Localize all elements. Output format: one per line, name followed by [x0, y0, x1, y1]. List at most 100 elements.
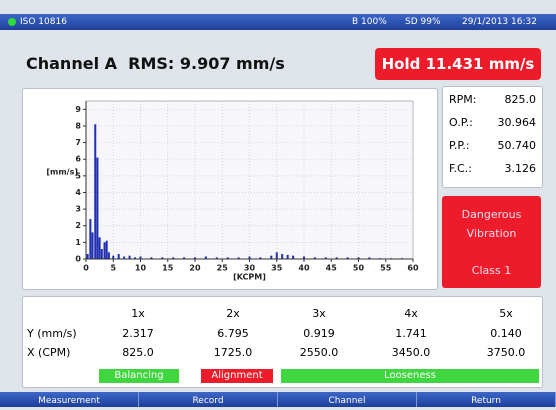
title: Channel A RMS: 9.907 mm/s	[26, 54, 285, 73]
spectrum-bar	[183, 257, 186, 259]
spectrum-bar	[91, 232, 94, 259]
spectrum-bar	[237, 257, 240, 259]
spectrum-bar	[172, 257, 175, 259]
status-bar: ISO 10816 B 100% SD 99% 29/1/2013 16:32	[0, 14, 556, 30]
y-tick-label: 0	[75, 255, 81, 264]
y-tick-label: 8	[75, 121, 81, 130]
x-tick-label: 10	[135, 264, 147, 273]
spectrum-bar	[281, 254, 284, 259]
readings-panel: RPM: 825.0 O.P.: 30.964 P.P.: 50.740 F.C.: 3.12…	[442, 86, 543, 188]
cell: 2.317	[122, 327, 154, 340]
cell: 825.0	[122, 346, 154, 359]
spectrum-bar	[107, 252, 110, 259]
button-bar: Measurement Record Channel Return	[0, 392, 556, 407]
column-header: 5x	[499, 307, 513, 320]
reading-value: 30.964	[497, 116, 537, 129]
spectrum-bar	[150, 257, 153, 259]
cell: 1.741	[395, 327, 427, 340]
cell: 6.795	[217, 327, 249, 340]
spectrum-bar	[270, 255, 273, 259]
button[interactable]: Return	[417, 392, 556, 407]
button[interactable]: Measurement	[0, 392, 139, 407]
cell: 0.919	[303, 327, 335, 340]
y-tick-label: 9	[75, 105, 81, 114]
alarm-text: Vibration	[466, 227, 517, 240]
reading-value: 3.126	[504, 162, 537, 175]
x-tick-label: 15	[162, 264, 174, 273]
cell: 1725.0	[213, 346, 253, 359]
row-label: X (CPM)	[27, 346, 71, 359]
x-tick-label: 45	[326, 264, 338, 273]
reading-value: 825.0	[504, 93, 537, 106]
spectrum-bar	[96, 157, 99, 259]
x-tick-label: 35	[271, 264, 283, 273]
column-header: 1x	[131, 307, 145, 320]
spectrum-bar	[292, 255, 295, 259]
spectrum-bar	[346, 257, 349, 259]
spectrum-bar	[161, 257, 164, 259]
x-tick-label: 50	[353, 264, 365, 273]
alarm-text: Dangerous	[461, 208, 522, 221]
cell: 2550.0	[299, 346, 339, 359]
button[interactable]: Channel	[278, 392, 417, 407]
column-header: 2x	[226, 307, 240, 320]
spectrum-bar	[134, 257, 137, 259]
spectrum-bar	[248, 256, 251, 259]
x-tick-label: 5	[110, 264, 116, 273]
y-tick-label: 2	[75, 221, 81, 230]
spectrum-bar	[100, 249, 103, 259]
datetime: 29/1/2013 16:32	[462, 17, 537, 27]
spectrum-bar	[368, 257, 371, 259]
spectrum-bar	[139, 256, 142, 259]
cell: 3750.0	[486, 346, 526, 359]
y-tick-label: 4	[75, 188, 81, 197]
alarm-box: Dangerous Vibration Class 1	[442, 196, 541, 288]
diagnosis-label: Alignment	[201, 369, 273, 383]
chart-panel: 0 1 2 3 4 5 6 7 8 9 0 5 10 15 20 25 30 35 40 45 50 55 60 [KCPM]…	[22, 88, 438, 290]
x-axis-label: [KCPM]	[233, 273, 266, 282]
spectrum-bar	[94, 124, 97, 259]
battery: B 100%	[352, 17, 387, 27]
spectrum-bar	[89, 219, 92, 259]
spectrum-bar	[98, 237, 101, 259]
y-tick-label: 5	[75, 171, 81, 180]
storage: SD 99%	[405, 17, 441, 27]
y-tick-label: 1	[75, 238, 81, 247]
spectrum-bar	[226, 257, 229, 259]
alarm-class: Class 1	[471, 264, 512, 277]
x-tick-label: 20	[189, 264, 201, 273]
reading-value: 50.740	[497, 139, 537, 152]
reading-label: P.P.:	[449, 139, 470, 152]
x-tick-label: 60	[407, 264, 419, 273]
x-tick-label: 30	[244, 264, 256, 273]
spectrum-bar	[324, 257, 327, 259]
column-header: 4x	[404, 307, 418, 320]
spectrum-bar	[204, 256, 207, 259]
spectrum-bar	[105, 240, 108, 259]
x-tick-label: 55	[380, 264, 392, 273]
row-label: Y (mm/s)	[27, 327, 77, 340]
spectrum-bar	[194, 257, 196, 259]
spectrum-bar	[286, 254, 289, 259]
reading-label: F.C.:	[449, 162, 472, 175]
y-tick-label: 6	[75, 155, 81, 164]
spectrum-bar	[357, 257, 360, 259]
y-tick-label: 3	[75, 205, 81, 214]
reading-label: RPM:	[449, 93, 477, 106]
spectrum-bar	[128, 255, 131, 259]
status-dot	[8, 18, 16, 26]
rms: RMS: 9.907 mm/s	[128, 54, 285, 73]
spectrum-bar	[103, 242, 106, 259]
spectrum-bar	[123, 256, 126, 259]
x-tick-label: 0	[83, 264, 89, 273]
x-tick-label: 25	[217, 264, 229, 273]
y-axis-label: [mm/s]	[46, 168, 78, 177]
hold-value: Hold 11.431 mm/s	[375, 48, 541, 80]
column-header: 3x	[312, 307, 326, 320]
diagnosis-label: Balancing	[99, 369, 179, 383]
x-tick-label: 40	[298, 264, 310, 273]
spectrum-bar	[215, 257, 218, 259]
button[interactable]: Record	[139, 392, 278, 407]
